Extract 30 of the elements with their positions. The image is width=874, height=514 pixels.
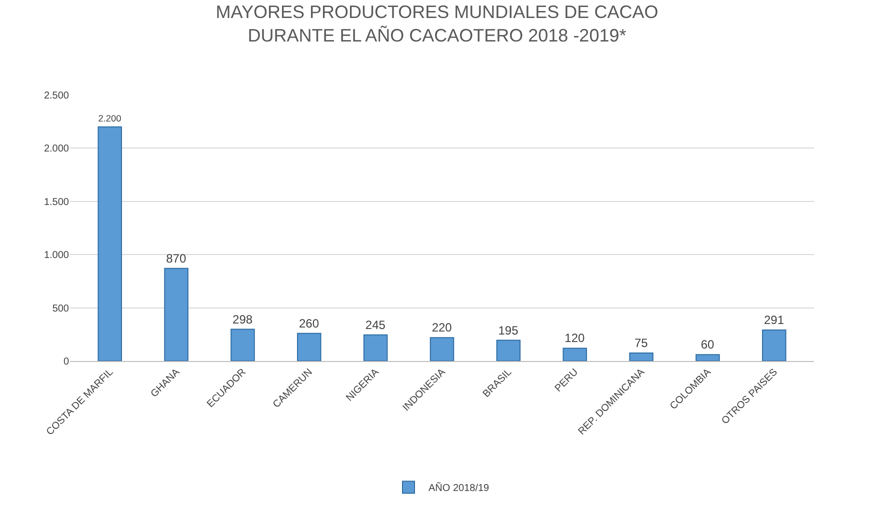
y-tick-label: 2.500 (44, 90, 70, 102)
y-tick-label: 0 (63, 356, 70, 368)
text: 291 (764, 313, 784, 328)
bar (363, 334, 388, 361)
text: 195 (498, 323, 518, 338)
y-tick-label: 1.500 (44, 196, 70, 208)
bar (98, 126, 122, 361)
text: 75 (634, 336, 648, 350)
text: 220 (432, 320, 452, 335)
bar (696, 354, 720, 361)
bar (430, 337, 454, 361)
text: 60 (700, 338, 714, 352)
text: 260 (298, 316, 319, 330)
bar (629, 352, 654, 361)
text: 120 (564, 331, 585, 346)
bar (164, 268, 188, 361)
y-tick-label: 1.000 (44, 250, 70, 262)
bar (496, 340, 521, 361)
y-tick-label: 2.000 (44, 144, 70, 155)
bar (297, 332, 322, 361)
text: 245 (365, 318, 386, 332)
bar (762, 330, 786, 361)
text: 298 (232, 312, 253, 326)
text: 2.200 (98, 114, 122, 124)
bar (562, 348, 587, 361)
text: 870 (166, 251, 186, 266)
bar (230, 328, 255, 361)
legend-label: AÑO 2018/19 (428, 482, 490, 494)
y-tick-label: 500 (52, 303, 70, 314)
chart-title: MAYORES PRODUCTORES MUNDIALES DE CACAO DURANTE EL AÑO CACAOTERO 2018 -2019* (216, 2, 658, 46)
